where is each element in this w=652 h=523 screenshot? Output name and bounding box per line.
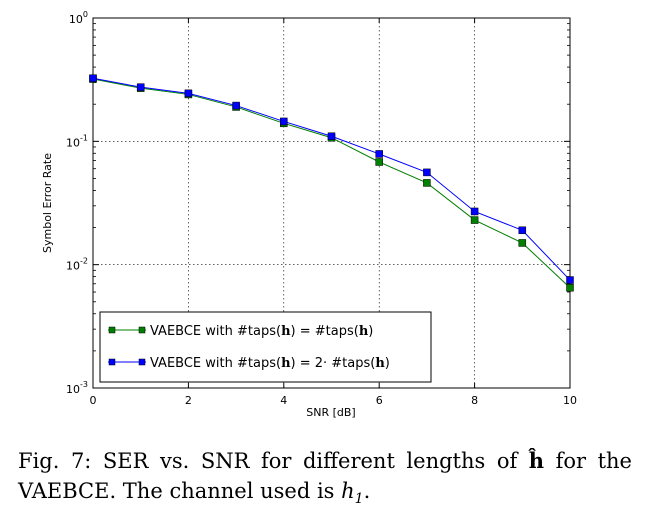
figure-caption: Fig. 7: SER vs. SNR for different length… [18,446,632,514]
data-point-series-2 [518,226,527,235]
data-point-series-2 [136,83,145,91]
x-tick-label: 2 [185,394,192,407]
legend-label-series-2: VAEBCE with #taps(h) = 2· #taps(h) [150,356,390,371]
legend-prefix: VAEBCE with #taps( [150,356,281,371]
x-tick-label: 4 [280,394,287,407]
legend-mid: ) = #taps( [291,324,359,339]
legend-suffix: ) [368,324,373,339]
data-point-series-1 [423,179,431,187]
caption-channel-var: h [341,479,355,503]
data-point-series-1 [518,239,527,247]
y-tick-label: 100 [69,10,88,26]
data-point-series-2 [423,168,431,177]
caption-channel-sub: 1 [354,491,364,507]
y-tick-label: 10-2 [66,257,88,273]
ser-vs-snr-chart: 0 2 4 6 8 10 100 10-1 10-2 10-3 SNR [dB] Symbol E… [41,10,577,419]
data-point-series-2 [184,89,193,98]
legend-mid: ) = 2· #taps( [291,356,376,371]
legend: VAEBCE with #taps(h) = #taps(h) VAEBCE w… [99,311,432,383]
data-point-series-2 [89,74,97,82]
data-point-series-2 [566,276,574,284]
x-tick-label: 6 [376,394,383,407]
data-point-series-2 [280,117,288,126]
y-tick-label: 10-3 [66,380,88,396]
series-lines [89,74,574,292]
caption-prefix: Fig. 7: SER vs. SNR for different length… [18,449,529,473]
x-tick-label: 8 [471,394,478,407]
caption-middle: for the VAEBCE. The channel used is [18,449,632,503]
legend-suffix: ) [385,356,390,371]
legend-marker-series-2 [138,358,146,366]
legend-marker-series-1 [108,326,116,334]
legend-hat-h: h [281,356,291,371]
x-tick-label: 0 [90,394,97,407]
legend-label-series-1: VAEBCE with #taps(h) = #taps(h) [150,324,373,339]
series-line-1 [92,78,571,289]
legend-entry-series-1: VAEBCE with #taps(h) = #taps(h) [108,324,373,339]
x-axis-label: SNR [dB] [306,406,355,419]
legend-h: h [375,356,385,371]
series-line-2 [92,77,571,281]
legend-prefix: VAEBCE with #taps( [150,324,281,339]
legend-marker-series-1 [138,326,146,334]
axis-ticks: 0 2 4 6 8 10 100 10-1 10-2 10-3 [66,10,577,407]
plot-frame [92,17,571,389]
legend-marker-series-2 [108,358,116,366]
data-point-series-2 [327,132,336,140]
legend-entry-series-2: VAEBCE with #taps(h) = 2· #taps(h) [108,356,390,371]
y-tick-label: 10-1 [66,133,88,149]
x-tick-label: 10 [563,394,577,407]
data-point-series-2 [232,101,240,110]
data-point-series-1 [470,216,479,224]
caption-suffix: . [363,479,371,503]
data-point-series-2 [470,207,479,216]
y-axis-label: Symbol Error Rate [41,153,54,253]
caption-h-hat: ĥ [528,448,545,473]
legend-h: h [359,324,369,339]
data-point-series-1 [375,158,383,166]
data-point-series-1 [566,283,574,292]
legend-box [99,311,432,383]
data-point-series-2 [375,150,383,158]
legend-hat-h: h [281,324,291,339]
